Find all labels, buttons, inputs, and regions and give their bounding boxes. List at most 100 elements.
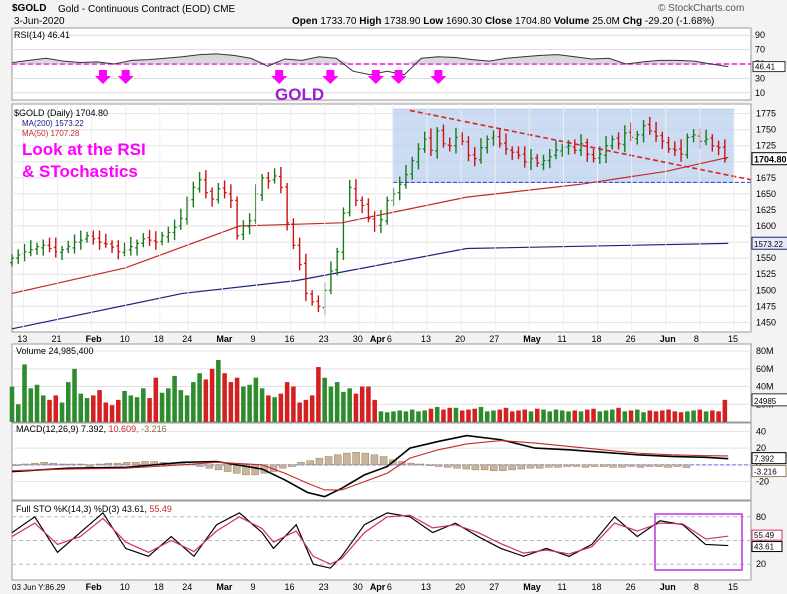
footer-value: 03 Jun Y:86.29 [12,583,66,592]
macd-legend: MACD(12,26,9) 7.392, 10.609, -3.216 [16,424,167,434]
volume-bar [472,408,478,422]
macd-value-label: 7.392 [754,455,775,464]
volume-bar [522,409,528,422]
macd-histogram-bar [58,463,67,466]
macd-histogram-bar [572,464,581,467]
macd-histogram-bar [242,464,250,476]
volume-bar [572,410,578,422]
volume-bar [316,367,321,422]
bottom-x-tick-label: 10 [120,582,130,592]
volume-bar [84,398,90,422]
volume-bar [359,386,365,422]
volume-bar [516,410,521,422]
macd-histogram-bar [517,464,525,470]
volume-value-tag [751,393,787,407]
volume-bar [559,410,565,422]
volume-bar [378,411,384,422]
volume-bar [366,386,371,422]
macd-histogram-bar [609,464,617,468]
price-tick-label: 1525 [756,269,776,279]
stoch-tick-label: 20 [756,559,766,569]
volume-bar [484,411,490,422]
macd-histogram-bar [581,464,590,468]
macd-histogram-bar [545,464,553,468]
rsi-arrow-marker [390,70,407,84]
volume-bar [697,409,703,422]
price-x-tick-label: 10 [120,334,130,344]
macd-hist-label: -3.216 [754,468,777,477]
volume-bar [209,368,215,422]
volume-bar [716,411,721,422]
volume-bar [322,377,327,422]
stoch-legend: Full STO %K(14,3) %D(3) 43.61, 55.49 [16,504,172,514]
price-x-tick-label: 21 [51,334,61,344]
stoch-d-line [11,514,729,565]
volume-bar [453,407,459,422]
volume-bar [534,408,540,422]
macd-histogram-bar [49,462,58,466]
macd-histogram-bar [673,464,681,467]
volume-bar [641,412,646,422]
volume-bar [353,393,359,422]
macd-histogram-bar [462,464,470,470]
volume-bar [409,409,415,422]
volume-bar [541,409,546,422]
macd-histogram-bar [40,462,48,466]
volume-bar [259,388,265,422]
ma200-legend: MA(200) 1573.22 [22,119,84,128]
volume-bar [466,409,471,422]
macd-histogram-bar [31,462,39,466]
macd-histogram-bar [407,462,415,466]
volume-bar [384,412,390,422]
price-x-tick-label: 27 [489,334,499,344]
volume-bar [416,411,421,422]
macd-histogram-bar [535,464,544,469]
macd-histogram-bar [682,464,691,468]
rsi-legend: RSI(14) 46.41 [14,30,71,40]
price-x-tick-label: 24 [182,334,192,344]
price-tick-label: 1675 [756,173,776,183]
volume-bar [647,410,653,422]
price-x-tick-label: 9 [250,334,255,344]
volume-bar [153,377,159,422]
macd-histogram-bar [67,463,76,466]
volume-bar [703,411,709,422]
volume-bar [116,399,121,422]
bottom-x-tick-label: 9 [250,582,255,592]
instrument-name: Gold - Continuous Contract (EOD) [58,4,211,15]
macd-histogram-bar [618,464,626,468]
macd-histogram-bar [95,463,103,466]
volume-tick-label: 40M [756,382,774,392]
volume-bar [722,399,728,422]
volume-legend: Volume 24,985,400 [16,346,94,356]
source: © StockCharts.com [658,3,745,14]
rsi-value-tag [752,61,786,73]
bottom-x-tick-label: Apr [370,582,386,592]
volume-tick-label: 60M [756,364,774,374]
macd-histogram-bar [122,462,131,466]
macd-histogram-bar [141,461,149,466]
volume-bar [134,397,140,422]
volume-bar [28,388,34,422]
stoch-k-tag [751,541,783,553]
bottom-x-tick-label: Feb [86,582,103,592]
rsi-arrow-marker [430,70,447,84]
volume-bar [685,411,690,422]
volume-bar [22,364,27,422]
macd-histogram-bar [77,463,85,466]
volume-bar [191,382,196,422]
volume-bar [34,384,40,422]
bottom-x-tick-label: Mar [216,582,233,592]
price-x-tick-label: 23 [319,334,329,344]
volume-bar [578,411,584,422]
volume-bar [653,411,659,422]
volume-bar [266,395,271,422]
volume-bar [278,393,284,422]
volume-bar [91,395,96,422]
bottom-x-tick-label: Jun [660,582,676,592]
rsi-arrow-marker [94,70,111,84]
close-price-label: 1704.80 [754,155,787,165]
macd-histogram-bar [453,464,461,469]
volume-bar [9,386,15,422]
volume-bar [234,377,240,422]
